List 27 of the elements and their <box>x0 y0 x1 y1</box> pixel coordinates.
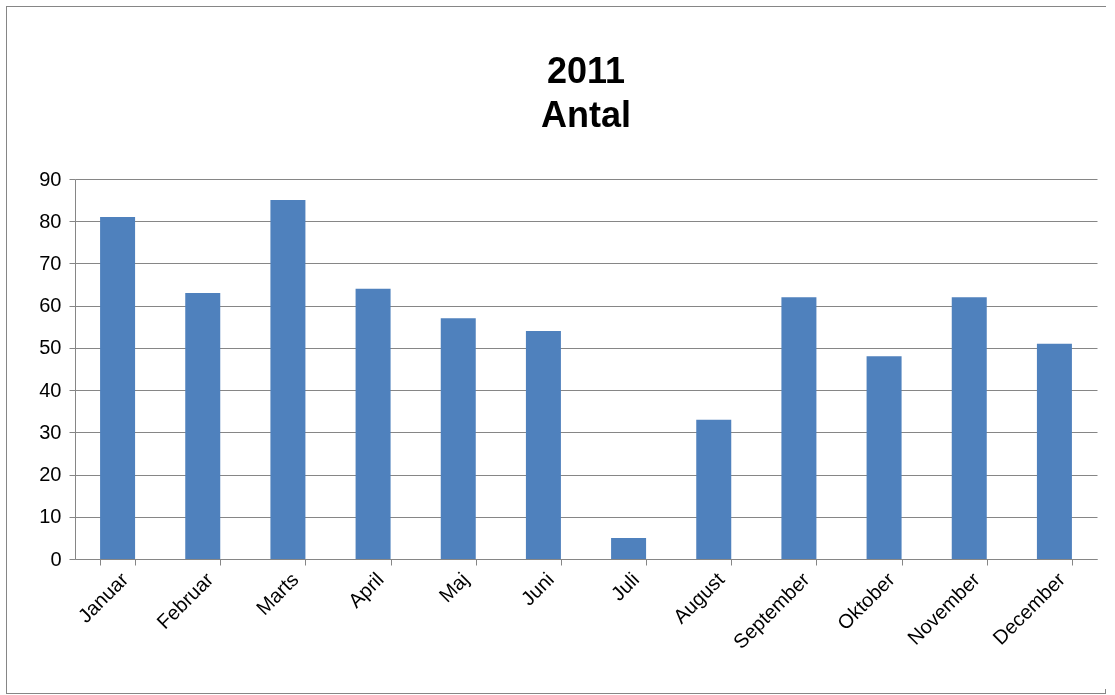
chart-title: 2011 <box>546 50 626 91</box>
y-tick-label: 50 <box>39 336 62 359</box>
bar <box>525 331 561 559</box>
bar <box>185 293 221 559</box>
x-tick-label: Maj <box>434 568 473 607</box>
y-tick-label: 0 <box>50 547 62 570</box>
x-tick-label: Juli <box>606 568 644 605</box>
bar <box>1036 343 1072 559</box>
y-tick-label: 70 <box>39 251 62 274</box>
y-tick-label: 80 <box>39 209 62 232</box>
bar <box>781 297 817 559</box>
y-tick-label: 20 <box>39 463 62 486</box>
bar <box>440 318 476 559</box>
y-tick-label: 60 <box>39 294 62 317</box>
y-tick-label: 10 <box>39 505 62 528</box>
bar <box>696 419 732 559</box>
y-tick-label: 40 <box>39 378 62 401</box>
x-tick-label: Juni <box>516 568 559 610</box>
bar <box>270 200 306 559</box>
bar <box>866 356 902 559</box>
y-tick-label: 30 <box>39 420 62 443</box>
bar <box>611 537 647 559</box>
bar <box>100 217 136 559</box>
chart-subtitle: Antal <box>541 94 631 135</box>
bar <box>951 297 987 559</box>
y-tick-label: 90 <box>39 167 62 190</box>
bar <box>355 288 391 559</box>
